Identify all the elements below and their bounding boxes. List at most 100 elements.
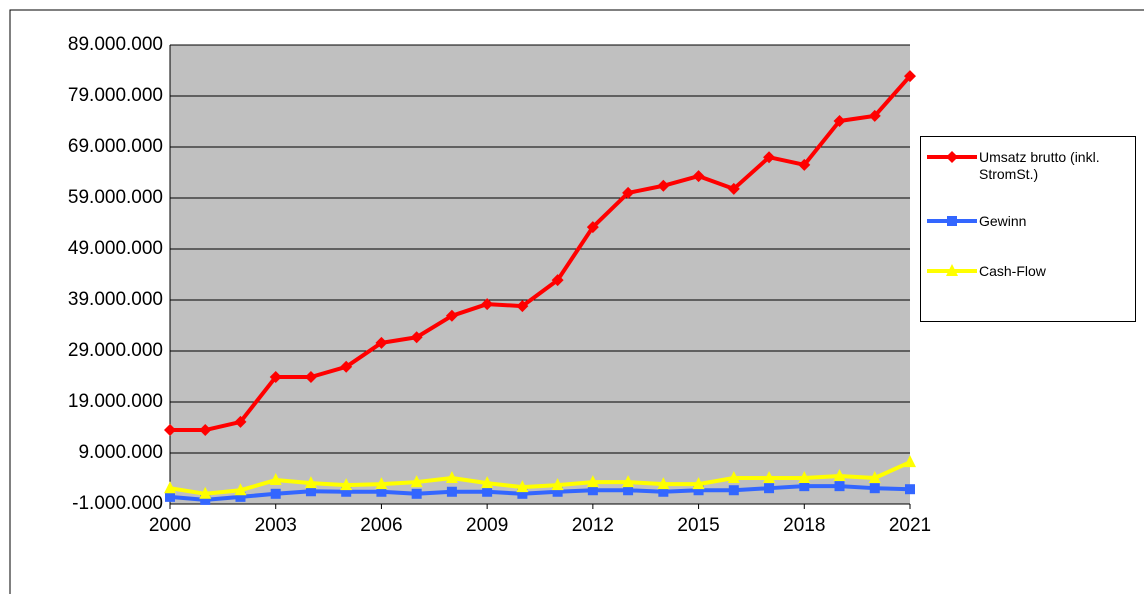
series-line [169,484,911,502]
marker [199,424,212,437]
marker [200,494,211,505]
y-tick-label: 59.000.000 [68,187,163,208]
marker [445,470,458,483]
legend-item: Cash-Flow [925,263,1119,280]
marker [905,484,915,495]
marker [164,424,176,437]
marker [482,486,493,497]
marker [481,476,494,489]
y-tick-label: -1.000.000 [72,493,163,514]
y-tick-label: 39.000.000 [68,289,163,310]
legend-label: Cash-Flow [979,263,1046,279]
marker [376,486,387,497]
marker [445,309,458,322]
legend-swatch [927,151,977,163]
legend-item: Gewinn [925,213,1119,230]
marker [728,485,739,496]
marker [869,483,880,494]
marker [410,475,423,488]
marker [692,477,705,490]
marker [517,488,528,499]
marker [586,221,599,234]
marker [622,186,635,199]
marker [834,481,845,492]
legend-swatch [927,264,977,276]
marker [798,158,811,171]
y-tick-label: 19.000.000 [68,391,163,412]
marker [946,151,958,163]
y-tick-label: 79.000.000 [68,85,163,106]
marker [657,477,670,490]
marker [623,485,634,496]
marker [798,470,811,483]
x-tick-label: 2021 [889,515,931,536]
y-tick-label: 89.000.000 [68,34,163,55]
x-tick-label: 2012 [572,515,614,536]
marker [904,455,916,468]
marker [270,488,281,499]
marker [234,415,247,428]
marker [799,481,810,492]
marker [516,300,529,313]
legend-swatch [927,216,977,226]
marker [658,486,669,497]
legend-item: Umsatz brutto (inkl. StromSt.) [925,149,1119,183]
marker [340,478,353,491]
marker [410,331,423,344]
marker [304,371,317,384]
series-line [170,74,912,433]
marker [586,475,599,488]
marker [763,470,776,483]
marker [304,476,317,489]
marker [235,491,246,502]
marker [446,486,457,497]
marker [516,480,529,493]
marker [269,371,282,384]
series-line [169,460,911,496]
marker [552,486,563,497]
marker [551,274,564,287]
marker [622,475,635,488]
marker [657,179,670,192]
marker [375,336,388,349]
y-tick-label: 9.000.000 [78,442,163,463]
marker [234,483,247,496]
marker [551,478,564,491]
marker [868,470,881,483]
marker [904,70,916,83]
marker [165,491,175,502]
x-tick-label: 2000 [149,515,191,536]
marker [693,485,704,496]
marker [947,216,957,226]
marker [946,264,958,276]
legend-label: Umsatz brutto (inkl. StromSt.) [979,149,1100,182]
marker [833,114,846,127]
marker [587,485,598,496]
x-tick-label: 2015 [677,515,719,536]
marker [411,488,422,499]
x-tick-label: 2003 [255,515,297,536]
marker [199,486,212,499]
plot-area [170,45,910,504]
marker [764,483,775,494]
marker [727,470,740,483]
marker [269,473,282,486]
x-tick-label: 2006 [360,515,402,536]
marker [692,170,705,183]
marker [341,486,352,497]
legend-label: Gewinn [979,213,1027,229]
y-tick-label: 69.000.000 [68,136,163,157]
marker [305,486,316,497]
y-tick-label: 49.000.000 [68,238,163,259]
marker [375,477,388,490]
marker [164,481,176,494]
marker [763,151,776,164]
marker [727,182,740,195]
marker [868,109,881,122]
marker [833,468,846,481]
legend: Umsatz brutto (inkl. StromSt.) Gewinn Cash… [920,136,1136,322]
y-tick-label: 29.000.000 [68,340,163,361]
x-tick-label: 2018 [783,515,825,536]
marker [340,360,353,373]
